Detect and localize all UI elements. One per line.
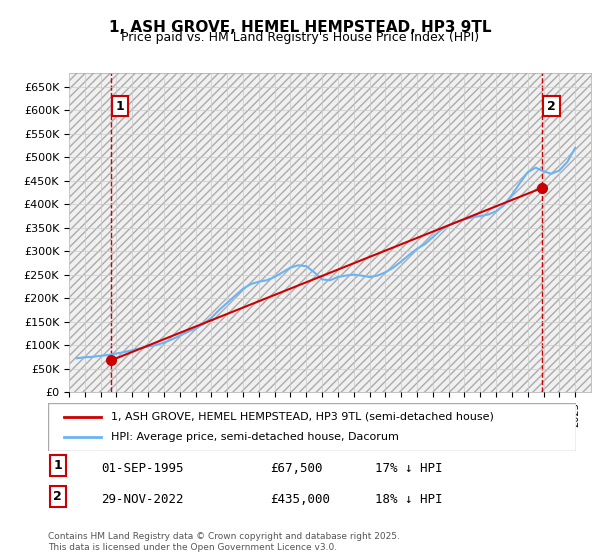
- FancyBboxPatch shape: [48, 403, 576, 451]
- Text: HPI: Average price, semi-detached house, Dacorum: HPI: Average price, semi-detached house,…: [112, 432, 399, 442]
- Text: £67,500: £67,500: [270, 463, 322, 475]
- Text: £435,000: £435,000: [270, 493, 330, 506]
- Text: Price paid vs. HM Land Registry's House Price Index (HPI): Price paid vs. HM Land Registry's House …: [121, 31, 479, 44]
- Text: Contains HM Land Registry data © Crown copyright and database right 2025.
This d: Contains HM Land Registry data © Crown c…: [48, 532, 400, 552]
- Text: 01-SEP-1995: 01-SEP-1995: [101, 463, 184, 475]
- Text: 17% ↓ HPI: 17% ↓ HPI: [376, 463, 443, 475]
- Text: 1, ASH GROVE, HEMEL HEMPSTEAD, HP3 9TL: 1, ASH GROVE, HEMEL HEMPSTEAD, HP3 9TL: [109, 20, 491, 35]
- Text: 2: 2: [53, 490, 62, 503]
- Text: 1: 1: [53, 459, 62, 472]
- Text: 1, ASH GROVE, HEMEL HEMPSTEAD, HP3 9TL (semi-detached house): 1, ASH GROVE, HEMEL HEMPSTEAD, HP3 9TL (…: [112, 412, 494, 422]
- Text: 29-NOV-2022: 29-NOV-2022: [101, 493, 184, 506]
- Text: 18% ↓ HPI: 18% ↓ HPI: [376, 493, 443, 506]
- Text: 1: 1: [116, 100, 125, 113]
- Text: 2: 2: [547, 100, 556, 113]
